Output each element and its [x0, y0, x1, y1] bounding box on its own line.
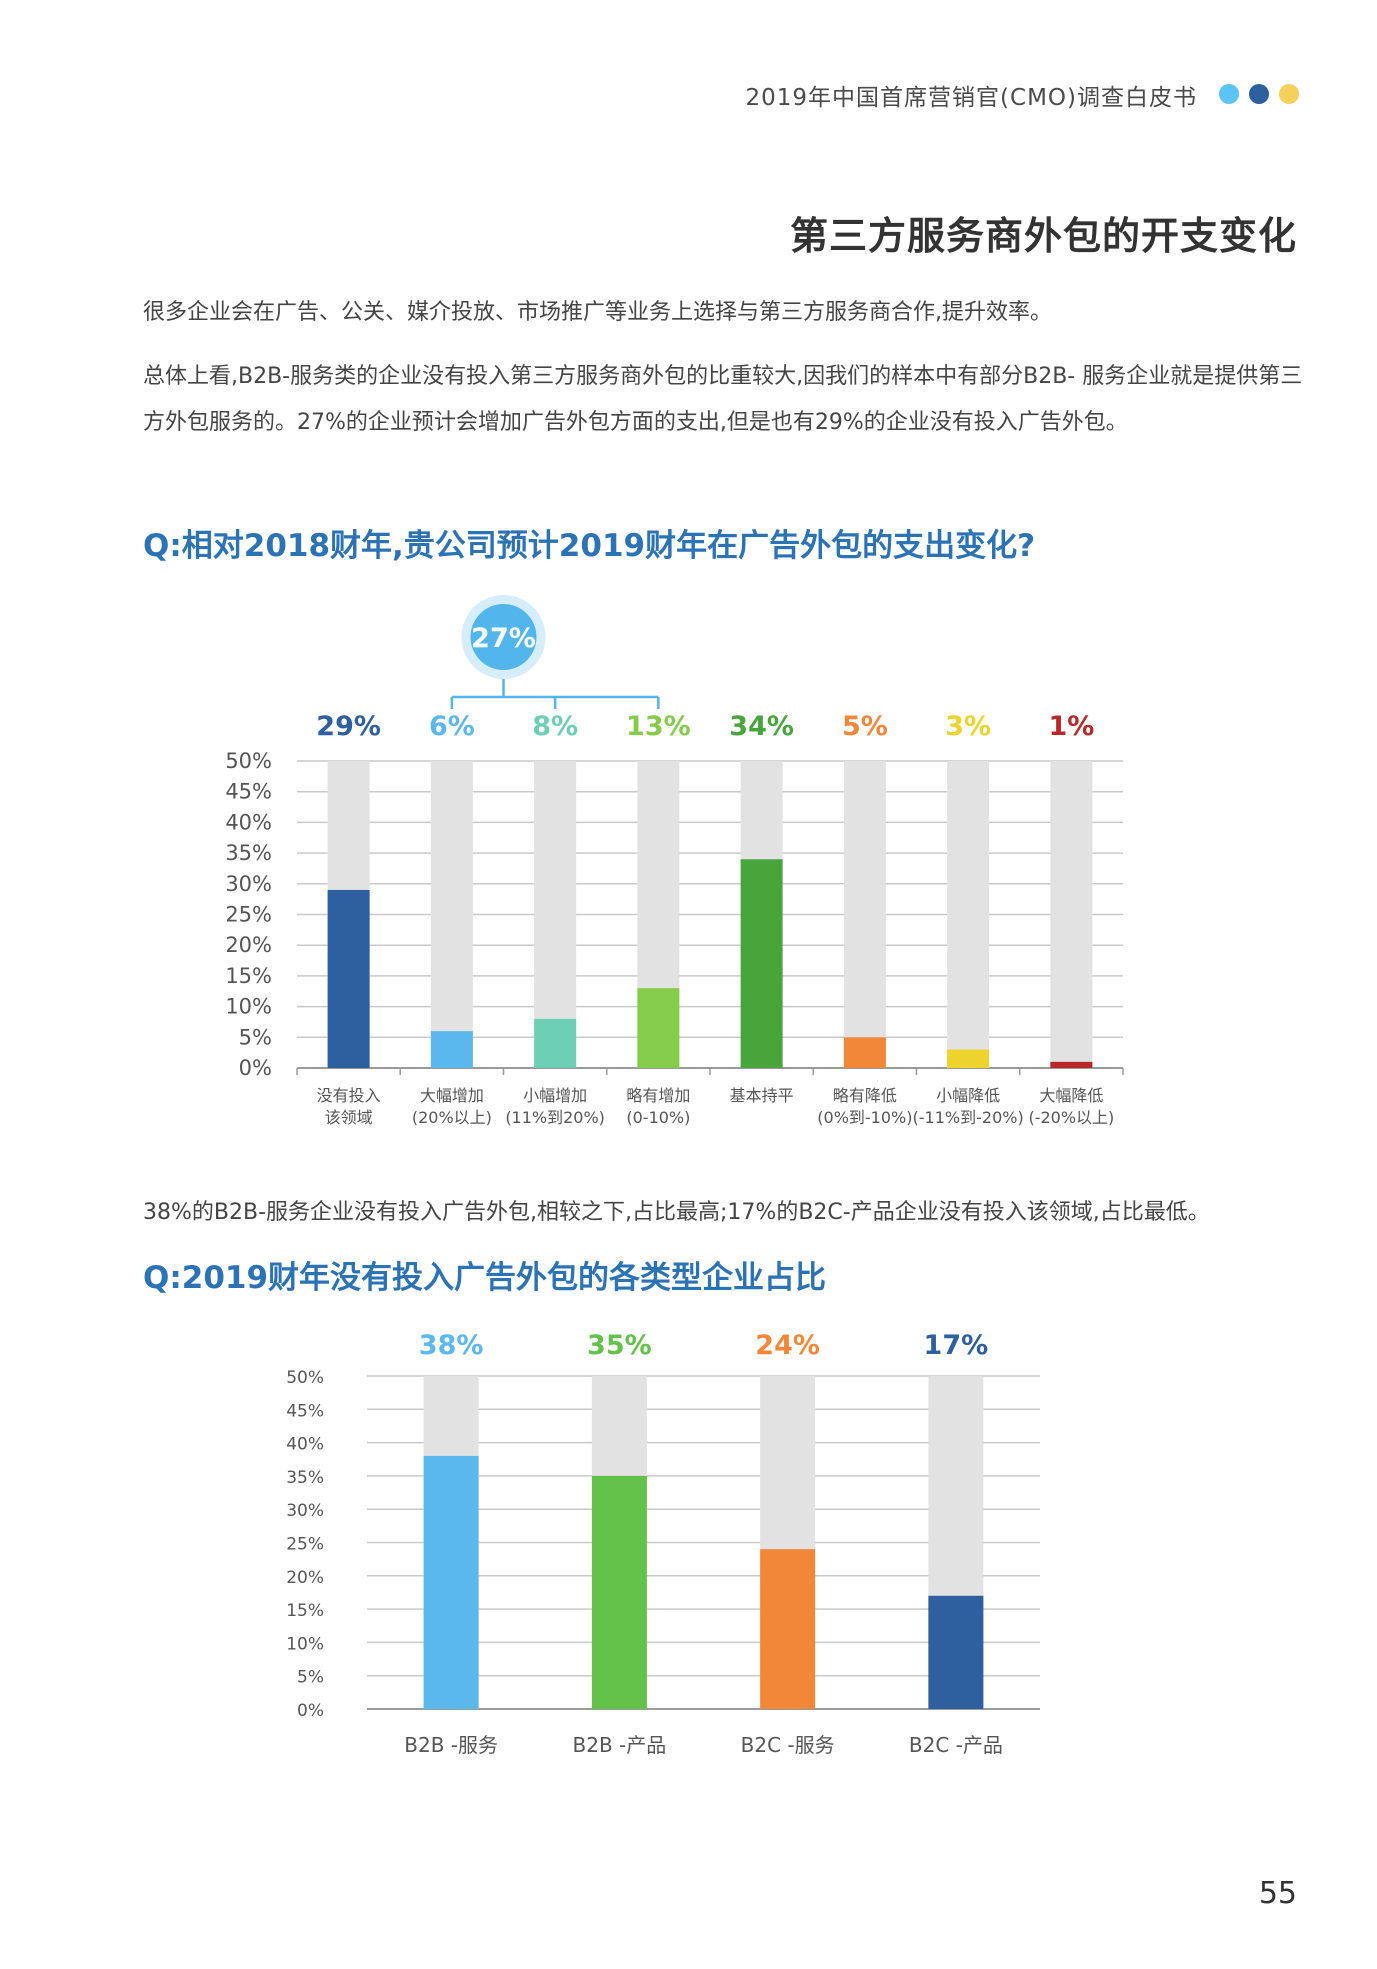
chart-spend-change: 0% 5% 10% 15% 20% 25% 30% 35% 40% 45% 50% 29% 没有投入该领…: [225, 595, 1124, 1127]
header-dots: [1219, 84, 1299, 104]
bar-track: [843, 761, 886, 1068]
y-tick-label: 5%: [297, 1668, 324, 1688]
y-tick-label: 45%: [286, 1401, 324, 1421]
bar: [760, 1549, 816, 1709]
y-tick-label: 0%: [297, 1701, 324, 1721]
chart-no-investment-by-type: 0% 5% 10% 15% 20% 25% 30% 35% 40% 45% 50% 38% B2B -服…: [286, 1330, 1040, 1757]
bar: [327, 889, 370, 1068]
x-category-label: (20%以上): [412, 1108, 492, 1127]
header-dot-2: [1249, 84, 1269, 104]
bar-track: [1050, 761, 1093, 1068]
x-category-label: 小幅降低: [936, 1086, 1000, 1105]
y-tick-label: 20%: [225, 933, 272, 957]
bar: [843, 1037, 886, 1068]
y-tick-label: 20%: [286, 1568, 324, 1588]
x-category-label: B2B -服务: [404, 1733, 498, 1757]
page-title: 第三方服务商外包的开支变化: [789, 214, 1297, 258]
x-category-label: 该领域: [325, 1108, 373, 1127]
bar: [534, 1018, 577, 1068]
bar: [430, 1031, 473, 1068]
x-category-label: 大幅增加: [420, 1086, 484, 1105]
bar-value-label: 29%: [316, 711, 381, 742]
bar: [591, 1475, 647, 1709]
bar-value-label: 6%: [429, 711, 475, 742]
bar-value-label: 38%: [419, 1330, 484, 1361]
y-tick-label: 30%: [225, 872, 272, 896]
bar: [423, 1455, 479, 1709]
bar-value-label: 8%: [532, 711, 578, 742]
bar-value-label: 35%: [587, 1330, 652, 1361]
bar-track: [534, 761, 577, 1068]
bar-value-label: 5%: [842, 711, 888, 742]
bar-value-label: 34%: [729, 711, 794, 742]
y-tick-label: 40%: [225, 810, 272, 834]
question-1: Q:相对2018财年,贵公司预计2019财年在广告外包的支出变化?: [143, 528, 1036, 564]
y-tick-label: 15%: [286, 1601, 324, 1621]
bar-track: [947, 761, 990, 1068]
header-dot-1: [1219, 84, 1239, 104]
y-tick-label: 45%: [225, 780, 272, 804]
x-category-label: 略有降低: [833, 1086, 897, 1105]
intro-paragraph: 很多企业会在广告、公关、媒介投放、市场推广等业务上选择与第三方服务商合作,提升效…: [143, 300, 1052, 325]
y-tick-label: 25%: [225, 903, 272, 927]
y-tick-label: 50%: [286, 1368, 324, 1388]
bar: [947, 1049, 990, 1068]
question-2: Q:2019财年没有投入广告外包的各类型企业占比: [143, 1260, 827, 1296]
x-category-label: 略有增加: [626, 1086, 690, 1105]
bar-value-label: 1%: [1048, 711, 1094, 742]
y-tick-label: 40%: [286, 1435, 324, 1455]
x-category-label: B2C -产品: [909, 1733, 1003, 1757]
bar-value-label: 13%: [626, 711, 691, 742]
x-category-label: (-11%到-20%): [913, 1108, 1024, 1127]
y-tick-label: 15%: [225, 964, 272, 988]
y-tick-label: 30%: [286, 1501, 324, 1521]
bar-track: [430, 761, 473, 1068]
header-dot-3: [1279, 84, 1299, 104]
bar: [637, 988, 680, 1068]
x-category-label: B2B -产品: [573, 1733, 667, 1757]
y-tick-label: 35%: [225, 841, 272, 865]
bar-value-label: 24%: [755, 1330, 820, 1361]
y-tick-label: 10%: [286, 1634, 324, 1654]
y-tick-label: 35%: [286, 1468, 324, 1488]
x-category-label: (0%到-10%): [817, 1108, 912, 1127]
y-tick-label: 50%: [225, 749, 272, 773]
x-category-label: (0-10%): [626, 1108, 690, 1127]
bar-value-label: 17%: [924, 1330, 989, 1361]
page-number: 55: [1258, 1876, 1297, 1911]
x-category-label: 小幅增加: [523, 1086, 587, 1105]
x-category-label: 基本持平: [730, 1086, 794, 1105]
y-tick-label: 5%: [239, 1025, 272, 1049]
x-category-label: (11%到20%): [505, 1108, 605, 1127]
x-category-label: 没有投入: [317, 1086, 381, 1105]
y-tick-label: 10%: [225, 995, 272, 1019]
x-category-label: (-20%以上): [1028, 1108, 1114, 1127]
callout-circle: [470, 604, 537, 670]
bar: [740, 859, 783, 1068]
y-tick-label: 0%: [239, 1056, 272, 1080]
callout-label: 27%: [471, 623, 536, 654]
header-title: 2019年中国首席营销官(CMO)调查白皮书: [745, 85, 1197, 111]
x-category-label: B2C -服务: [741, 1733, 835, 1757]
bar-value-label: 3%: [945, 711, 991, 742]
bar: [1050, 1061, 1093, 1068]
y-tick-label: 25%: [286, 1535, 324, 1555]
summary-paragraph: 总体上看,B2B-服务类的企业没有投入第三方服务商外包的比重较大,因我们的样本中…: [143, 364, 1303, 435]
x-category-label: 大幅降低: [1039, 1086, 1103, 1105]
bar: [928, 1595, 984, 1709]
chart2-paragraph: 38%的B2B-服务企业没有投入广告外包,相较之下,占比最高;17%的B2C-产…: [143, 1200, 1210, 1225]
